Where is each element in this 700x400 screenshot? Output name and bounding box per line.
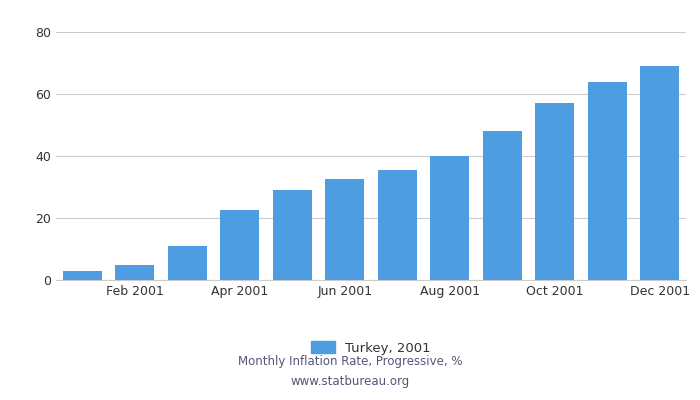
Bar (62, 271, 102, 280)
Bar (430, 156, 470, 280)
Bar (272, 190, 312, 280)
Bar (535, 103, 575, 280)
Bar (220, 210, 260, 280)
Legend: Turkey, 2001: Turkey, 2001 (306, 336, 436, 360)
Bar (377, 170, 417, 280)
Text: www.statbureau.org: www.statbureau.org (290, 376, 410, 388)
Text: Monthly Inflation Rate, Progressive, %: Monthly Inflation Rate, Progressive, % (238, 356, 462, 368)
Bar (115, 264, 155, 280)
Bar (167, 246, 207, 280)
Bar (482, 131, 522, 280)
Bar (587, 82, 627, 280)
Bar (325, 179, 365, 280)
Bar (640, 66, 680, 280)
